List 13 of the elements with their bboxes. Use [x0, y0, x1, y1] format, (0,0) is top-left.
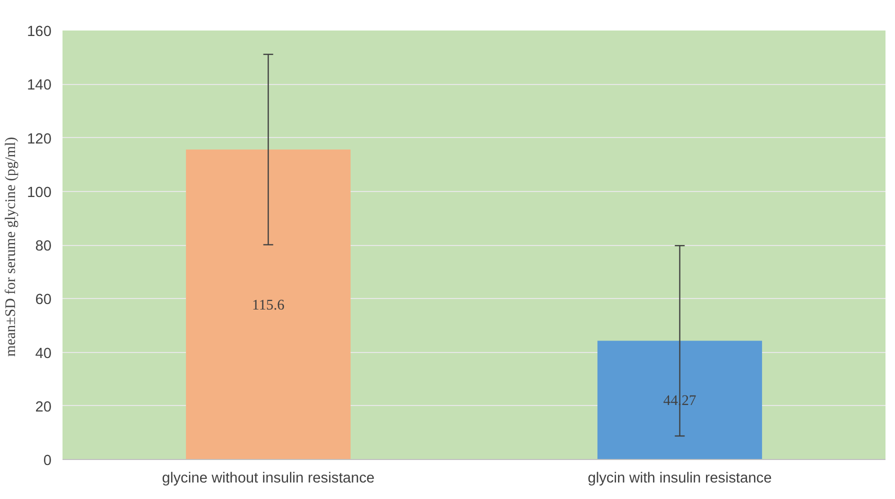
x-tick-label: glycine without insulin resistance	[162, 470, 375, 486]
y-axis-title: mean±SD for serume glycine (pg/ml)	[3, 136, 20, 357]
x-tick-label: glycin with insulin resistance	[588, 470, 772, 486]
y-tick-label: 80	[35, 238, 52, 254]
y-tick-label: 20	[35, 399, 52, 416]
y-tick-label: 40	[35, 346, 52, 362]
y-tick-label: 0	[43, 453, 52, 469]
data-label: 115.6	[252, 298, 284, 314]
y-tick-label: 140	[27, 78, 52, 94]
y-tick-label: 120	[27, 131, 52, 148]
y-tick-label: 60	[35, 292, 52, 308]
y-tick-label: 100	[27, 184, 52, 201]
y-tick-label: 160	[27, 24, 52, 40]
